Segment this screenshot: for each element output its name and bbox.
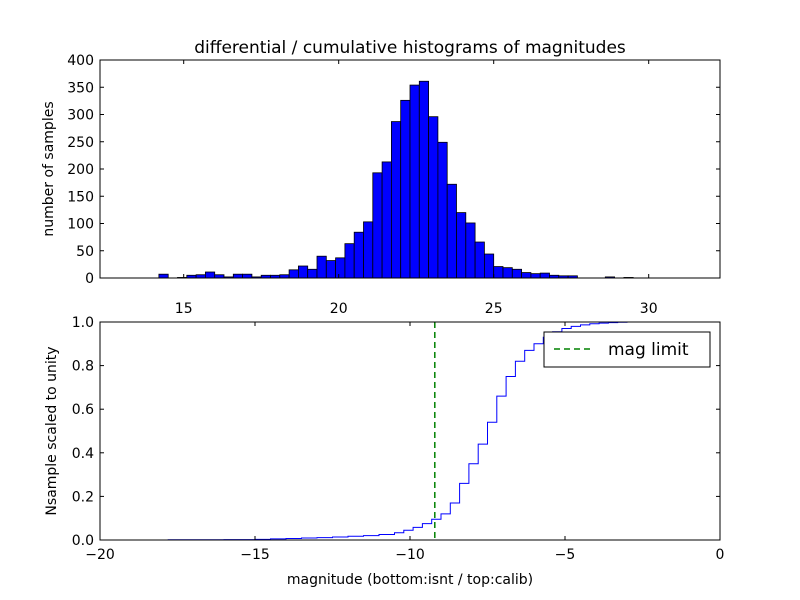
top-xtick-label: 20 [330, 301, 348, 317]
bottom-xtick-label: −5 [555, 547, 576, 563]
legend-box [543, 331, 711, 368]
histogram-bar [288, 269, 299, 279]
histogram-bar [344, 243, 355, 279]
histogram-bar [521, 272, 532, 279]
histogram-bar [456, 212, 467, 279]
histogram-bar [530, 273, 541, 279]
top-xtick-label: 30 [640, 301, 658, 317]
bottom-xtick-label: 0 [716, 547, 725, 563]
legend-label: mag limit [608, 340, 689, 360]
bottom-xtick-label: −10 [395, 547, 425, 563]
bottom-ticks: −20 −15 −10 −5 0 0.0 0.2 0.4 0.6 0.8 1.0 [72, 315, 725, 563]
bottom-ylabel: Nsample scaled to unity [44, 346, 60, 515]
histogram-bar [335, 257, 346, 279]
histogram-bar [446, 183, 457, 279]
histogram-bar [353, 231, 364, 279]
histogram-bar [204, 271, 216, 279]
top-bars [158, 80, 634, 279]
top-subplot: differential / cumulative histograms of … [41, 38, 721, 317]
top-xtick-label: 15 [175, 301, 193, 317]
bottom-xlabel: magnitude (bottom:isnt / top:calib) [287, 572, 533, 588]
histogram-bar [381, 161, 392, 279]
histogram-bar [232, 273, 244, 279]
histogram-bar [465, 222, 476, 279]
histogram-bar [437, 141, 448, 279]
top-ytick-label: 150 [67, 189, 94, 205]
bottom-xtick-label: −20 [85, 547, 115, 563]
bottom-ytick-label: 0.8 [72, 359, 94, 375]
top-ytick-label: 350 [67, 80, 94, 96]
histogram-bar [297, 265, 309, 279]
histogram-bar [474, 241, 485, 279]
bottom-ytick-label: 1.0 [72, 315, 94, 331]
top-xtick-label: 25 [485, 301, 503, 317]
top-ytick-label: 250 [67, 135, 94, 151]
bottom-ytick-label: 0.2 [72, 489, 94, 505]
histogram-bar [539, 272, 550, 279]
histogram-bar [316, 255, 327, 279]
bottom-xtick-label: −15 [240, 547, 270, 563]
top-ytick-label: 200 [67, 162, 94, 178]
histogram-bar [511, 268, 522, 279]
histogram-bar [483, 253, 495, 279]
legend: mag limit [543, 331, 711, 368]
histogram-bar [390, 121, 402, 279]
bottom-ytick-label: 0.0 [72, 533, 94, 549]
histogram-bar [363, 221, 374, 279]
cumulative-step-line [100, 321, 721, 541]
histogram-bar [242, 273, 253, 279]
top-title: differential / cumulative histograms of … [194, 38, 626, 58]
histogram-bar [428, 116, 439, 279]
histogram-bar [502, 267, 513, 279]
histogram-bar [400, 99, 411, 279]
histogram-bar [307, 268, 318, 279]
bottom-subplot: −20 −15 −10 −5 0 0.0 0.2 0.4 0.6 0.8 1.0 magnitude… [44, 315, 724, 588]
top-ytick-label: 50 [76, 244, 94, 260]
histogram-bar [493, 266, 504, 279]
top-ytick-label: 0 [85, 271, 94, 287]
histogram-bar [372, 172, 383, 279]
bottom-ytick-label: 0.4 [72, 446, 94, 462]
top-ytick-label: 100 [67, 217, 94, 233]
top-ylabel: number of samples [41, 101, 57, 236]
histogram-bar [409, 84, 420, 279]
top-ytick-label: 400 [67, 53, 94, 69]
histogram-bar [325, 260, 336, 279]
bottom-ytick-label: 0.6 [72, 402, 94, 418]
histogram-bar [418, 80, 429, 279]
top-ytick-label: 300 [67, 108, 94, 124]
histogram-bar [158, 273, 169, 279]
